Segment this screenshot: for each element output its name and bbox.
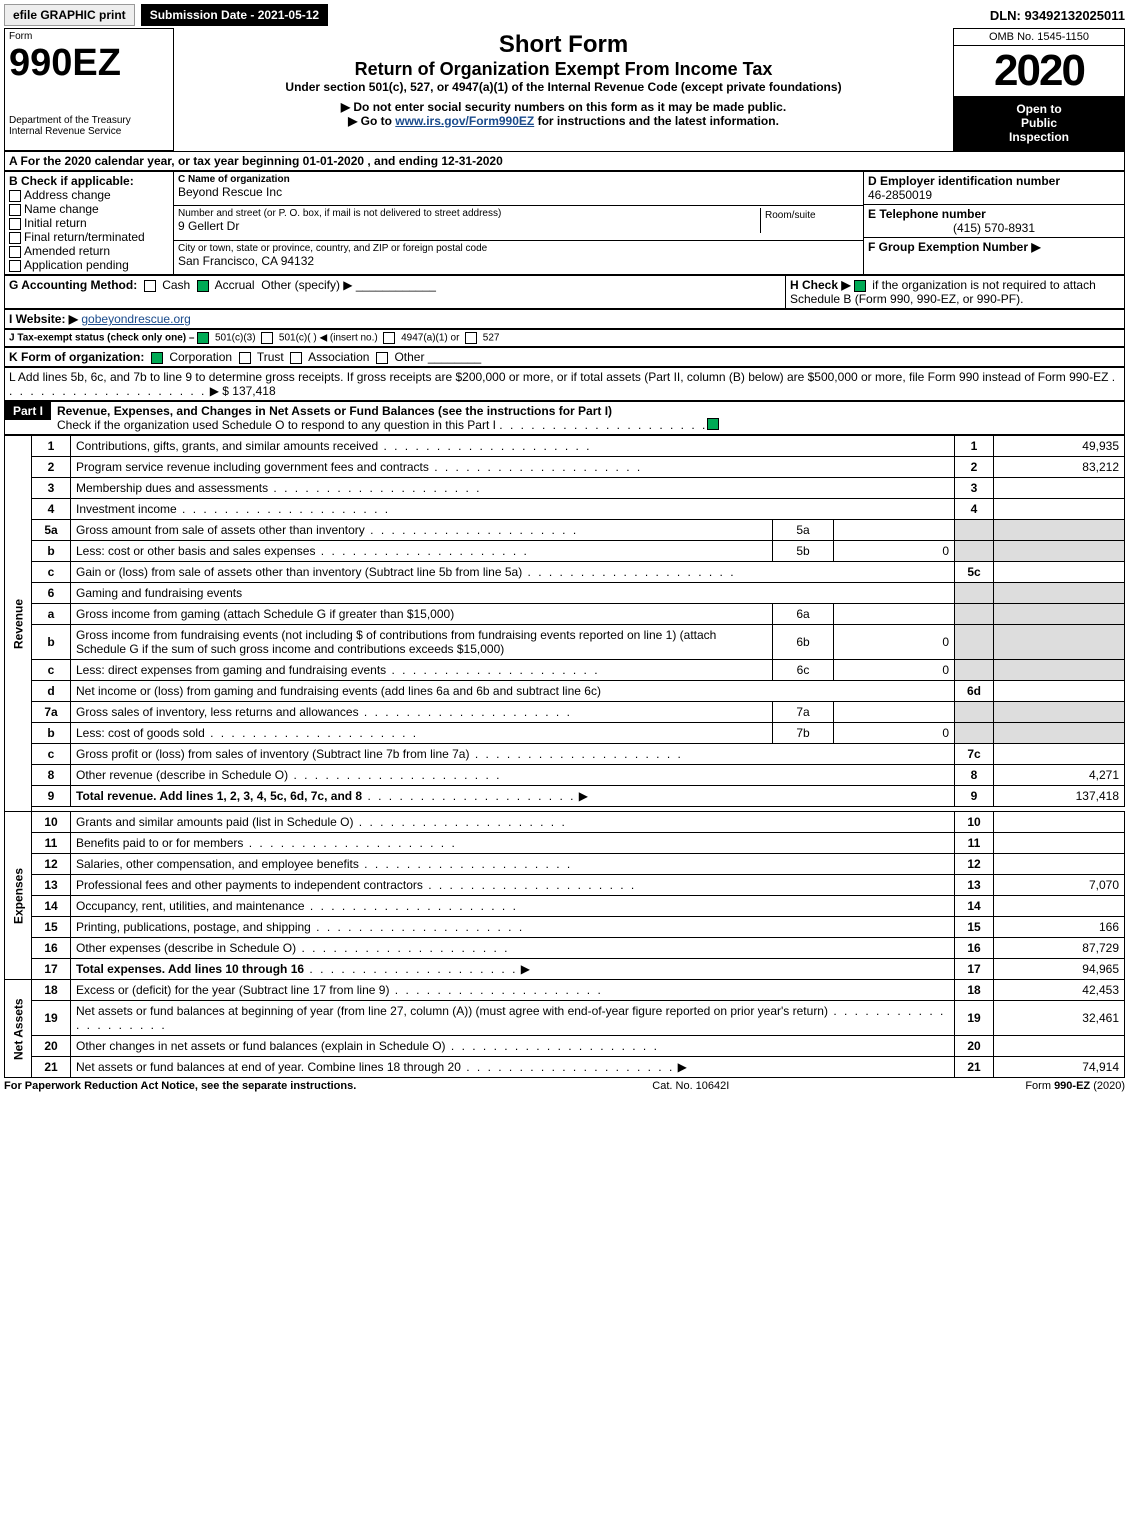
box-b-title: B Check if applicable: — [9, 174, 169, 188]
chk-assoc[interactable] — [290, 352, 302, 364]
part-i-label: Part I — [5, 402, 51, 420]
footer-mid: Cat. No. 10642I — [652, 1080, 729, 1092]
part-i-table: Revenue 1 Contributions, gifts, grants, … — [4, 435, 1125, 1078]
dept-label: Department of the Treasury — [9, 115, 169, 126]
form-header: Form 990EZ Department of the Treasury In… — [4, 28, 1125, 151]
part-i-check-line: Check if the organization used Schedule … — [57, 418, 496, 432]
box-c-title: C Name of organization — [178, 174, 859, 185]
line-1-text: Contributions, gifts, grants, and simila… — [76, 439, 378, 453]
form-number: 990EZ — [9, 42, 169, 85]
box-f-title: F Group Exemption Number ▶ — [868, 240, 1041, 254]
line-k-label: K Form of organization: — [9, 350, 144, 364]
line-1-num: 1 — [32, 436, 71, 457]
street-label: Number and street (or P. O. box, if mail… — [178, 208, 760, 219]
line-l-text: L Add lines 5b, 6c, and 7b to line 9 to … — [9, 370, 1108, 384]
chk-other-org[interactable] — [376, 352, 388, 364]
phone-value: (415) 570-8931 — [868, 221, 1120, 235]
line-1-amt: 49,935 — [994, 436, 1125, 457]
code-subtitle: Under section 501(c), 527, or 4947(a)(1)… — [178, 80, 949, 94]
chk-address[interactable]: Address change — [9, 188, 169, 202]
street-value: 9 Gellert Dr — [178, 219, 760, 233]
chk-trust[interactable] — [239, 352, 251, 364]
website-link[interactable]: gobeyondrescue.org — [81, 312, 190, 326]
chk-4947[interactable] — [383, 332, 395, 344]
form-word: Form — [9, 31, 169, 42]
tax-year: 2020 — [954, 46, 1124, 96]
line-l-amount: $ 137,418 — [222, 384, 275, 398]
ssn-warning: ▶ Do not enter social security numbers o… — [178, 100, 949, 114]
line-1-rn: 1 — [955, 436, 994, 457]
footer: For Paperwork Reduction Act Notice, see … — [4, 1078, 1125, 1092]
chk-name[interactable]: Name change — [9, 202, 169, 216]
box-e-title: E Telephone number — [868, 207, 1120, 221]
line-h-label: H Check ▶ — [790, 278, 851, 292]
netassets-side-label: Net Assets — [5, 980, 32, 1078]
chk-amended[interactable]: Amended return — [9, 244, 169, 258]
chk-accrual[interactable] — [197, 280, 209, 292]
revenue-side-label: Revenue — [5, 436, 32, 812]
chk-corp[interactable] — [151, 352, 163, 364]
top-bar: efile GRAPHIC print Submission Date - 20… — [4, 4, 1125, 26]
chk-527[interactable] — [465, 332, 477, 344]
efile-print-button[interactable]: efile GRAPHIC print — [4, 4, 135, 26]
chk-cash[interactable] — [144, 280, 156, 292]
omb-number: OMB No. 1545-1150 — [954, 29, 1124, 46]
chk-501c[interactable] — [261, 332, 273, 344]
chk-pending[interactable]: Application pending — [9, 258, 169, 272]
line-g-label: G Accounting Method: — [9, 278, 137, 292]
line-i-label: I Website: ▶ — [9, 312, 78, 326]
footer-right: Form 990-EZ (2020) — [1025, 1080, 1125, 1092]
box-d-title: D Employer identification number — [868, 174, 1120, 188]
chk-sched-b[interactable] — [854, 280, 866, 292]
dln-label: DLN: 93492132025011 — [990, 8, 1125, 23]
chk-501c3[interactable] — [197, 332, 209, 344]
part-i-title: Revenue, Expenses, and Changes in Net As… — [57, 404, 612, 418]
city-value: San Francisco, CA 94132 — [178, 254, 859, 268]
chk-final[interactable]: Final return/terminated — [9, 230, 169, 244]
org-name: Beyond Rescue Inc — [178, 185, 859, 199]
chk-initial[interactable]: Initial return — [9, 216, 169, 230]
tax-period-line: A For the 2020 calendar year, or tax yea… — [5, 152, 1125, 171]
open-to: Open to — [956, 102, 1122, 116]
submission-date-button[interactable]: Submission Date - 2021-05-12 — [141, 4, 328, 26]
main-title: Return of Organization Exempt From Incom… — [178, 59, 949, 80]
irs-label: Internal Revenue Service — [9, 126, 169, 137]
expenses-side-label: Expenses — [5, 812, 32, 980]
ein-value: 46-2850019 — [868, 188, 1120, 202]
city-label: City or town, state or province, country… — [178, 243, 859, 254]
goto-link-line: ▶ Go to www.irs.gov/Form990EZ for instru… — [178, 114, 949, 128]
irs-link[interactable]: www.irs.gov/Form990EZ — [395, 114, 534, 128]
public: Public — [956, 116, 1122, 130]
short-form-title: Short Form — [178, 31, 949, 59]
footer-left: For Paperwork Reduction Act Notice, see … — [4, 1080, 356, 1092]
inspection: Inspection — [956, 130, 1122, 144]
chk-schedule-o[interactable] — [707, 418, 719, 430]
line-j-label: J Tax-exempt status (check only one) – — [9, 333, 194, 344]
room-label: Room/suite — [765, 210, 855, 221]
